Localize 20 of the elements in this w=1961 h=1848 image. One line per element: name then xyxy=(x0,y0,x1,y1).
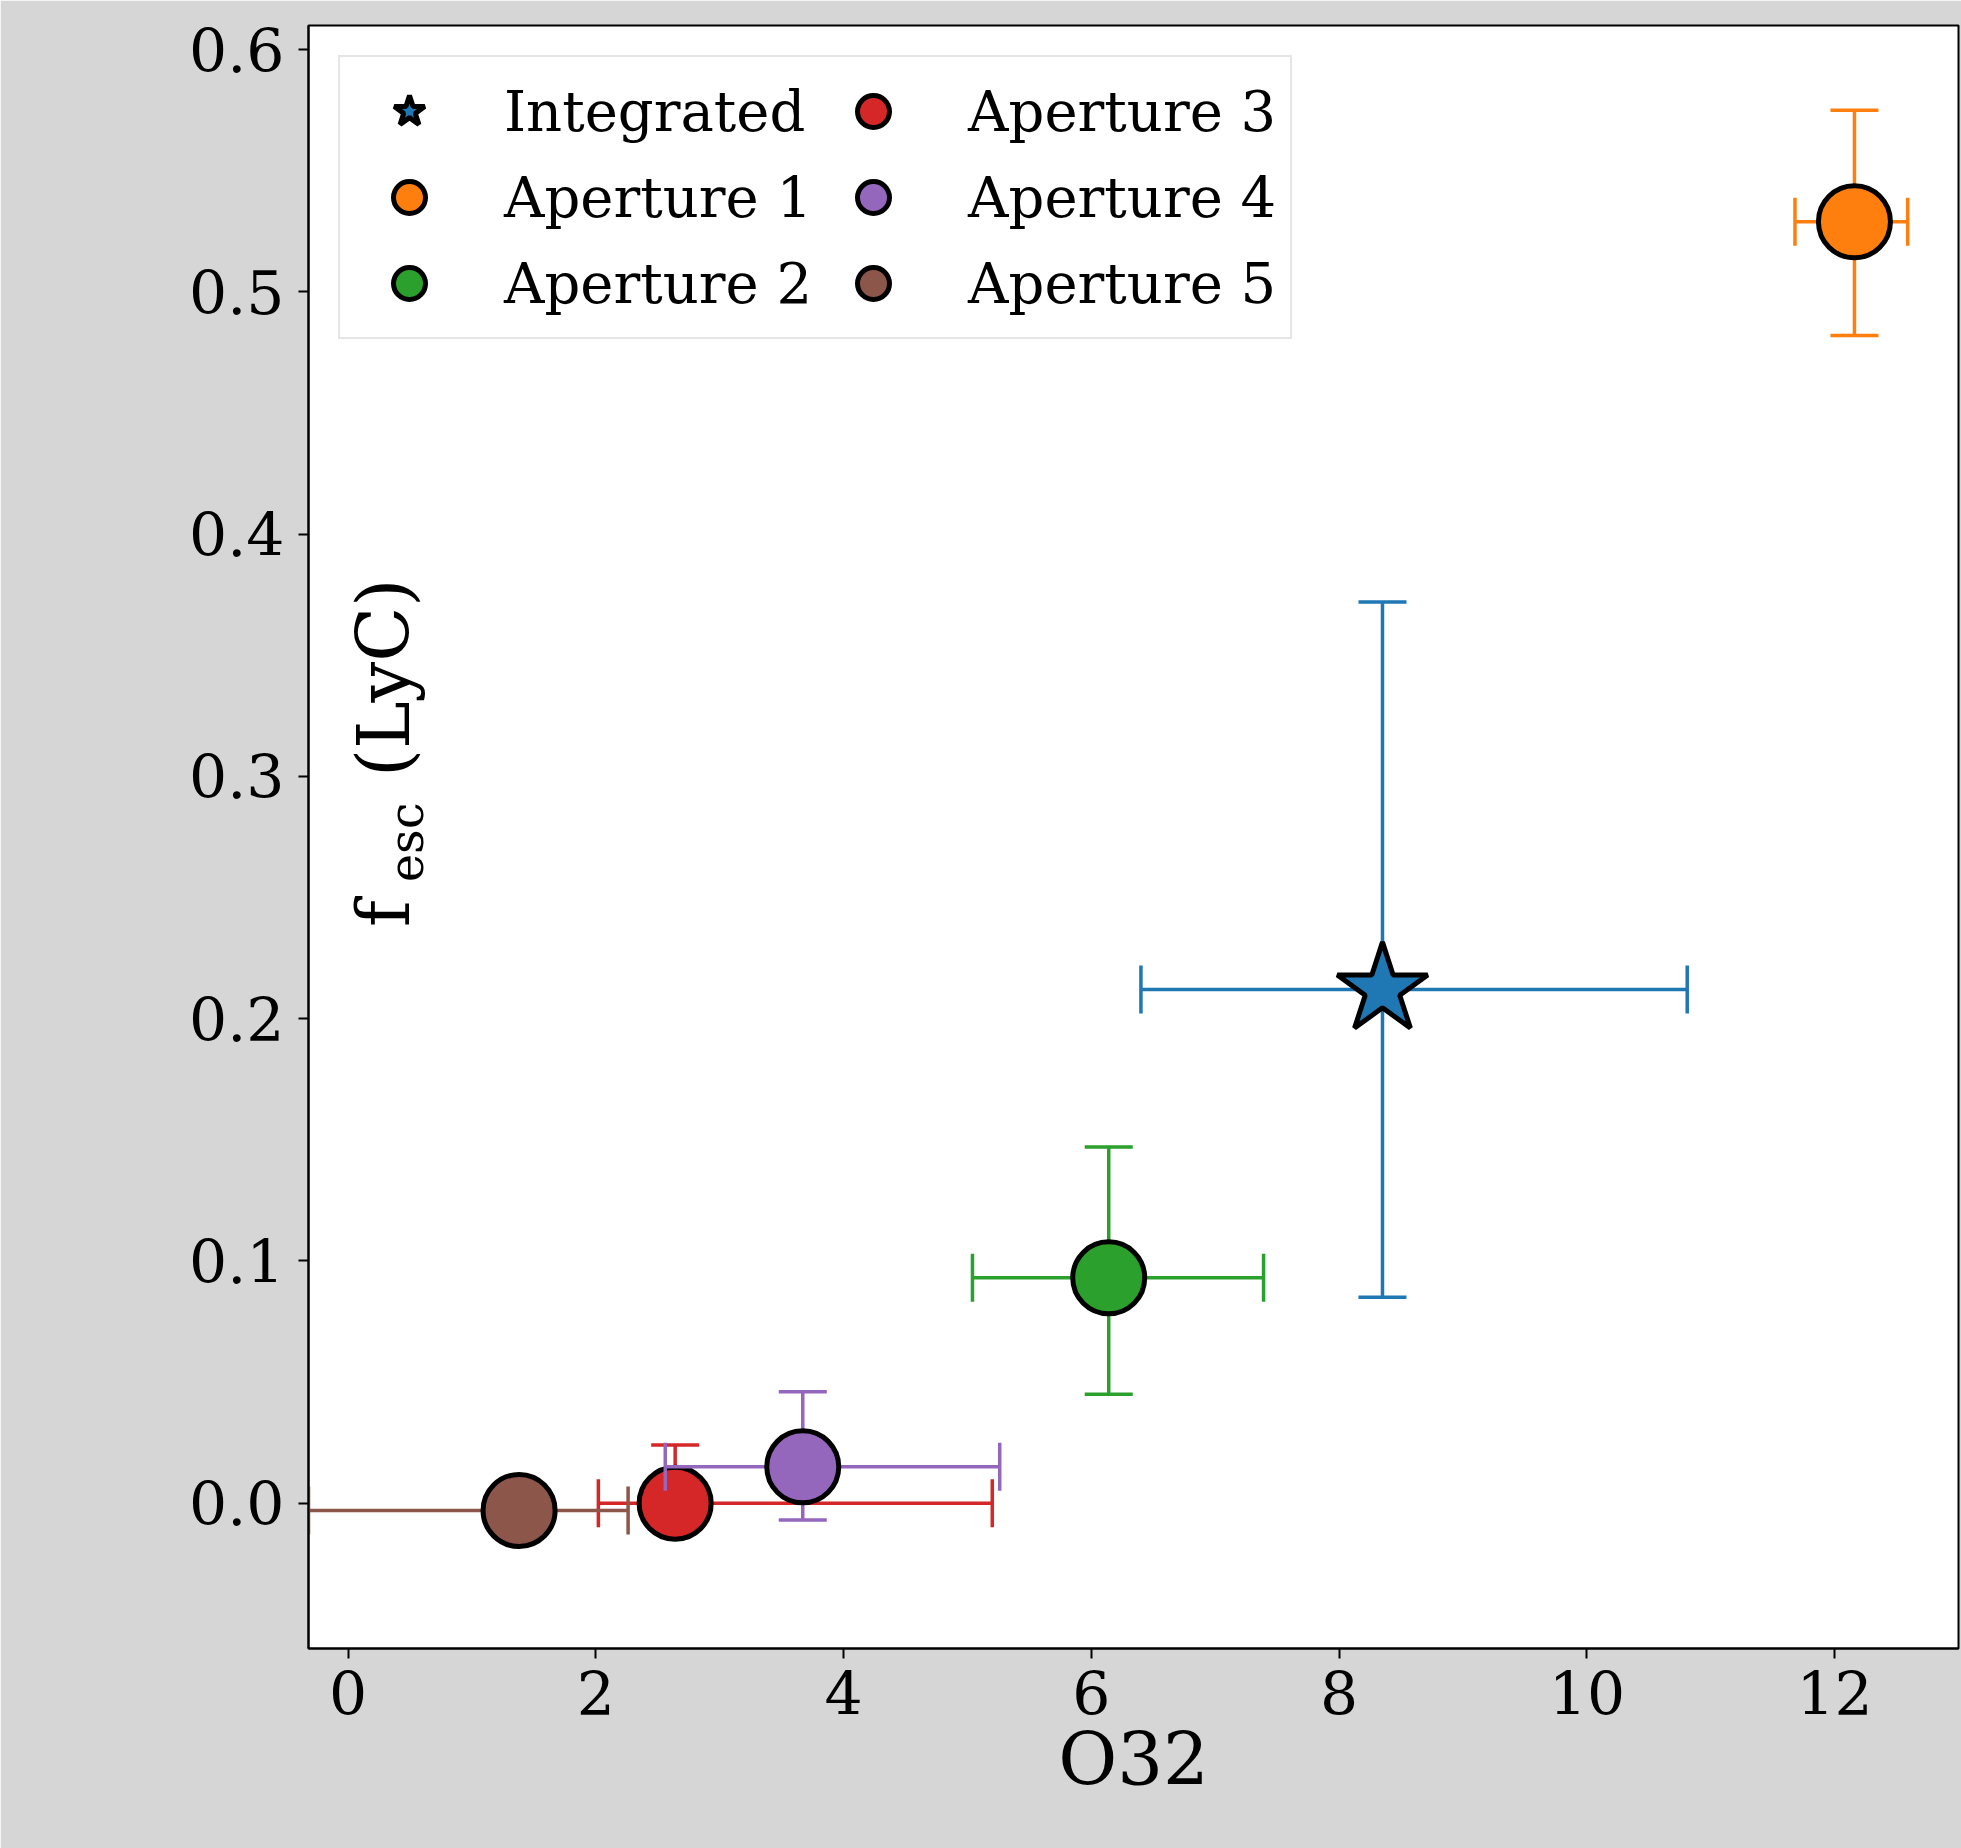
y-tick-label: 0.0 xyxy=(189,1469,285,1540)
legend-label: Aperture 1 xyxy=(504,163,813,232)
y-tick-label: 0.4 xyxy=(189,500,285,571)
legend-label: Aperture 5 xyxy=(968,249,1277,318)
legend-label: Aperture 3 xyxy=(968,77,1277,146)
legend-label: Integrated xyxy=(504,77,806,146)
x-tick-label: 2 xyxy=(576,1658,615,1729)
x-tick-label: 8 xyxy=(1320,1658,1359,1729)
x-tick-label: 12 xyxy=(1796,1658,1873,1729)
y-tick-label: 0.3 xyxy=(189,742,285,813)
y-tick-label: 0.1 xyxy=(189,1226,285,1297)
x-tick-label: 4 xyxy=(824,1658,863,1729)
legend-label: Aperture 2 xyxy=(504,249,813,318)
y-tick-label: 0.2 xyxy=(189,984,285,1055)
x-tick-label: 0 xyxy=(329,1658,368,1729)
y-tick-label: 0.5 xyxy=(189,257,285,328)
y-axis-title: fesc (LyC) xyxy=(341,578,434,927)
x-tick-label: 10 xyxy=(1548,1658,1626,1729)
legend-label: Aperture 4 xyxy=(968,163,1277,232)
y-tick-label: 0.6 xyxy=(189,15,285,86)
